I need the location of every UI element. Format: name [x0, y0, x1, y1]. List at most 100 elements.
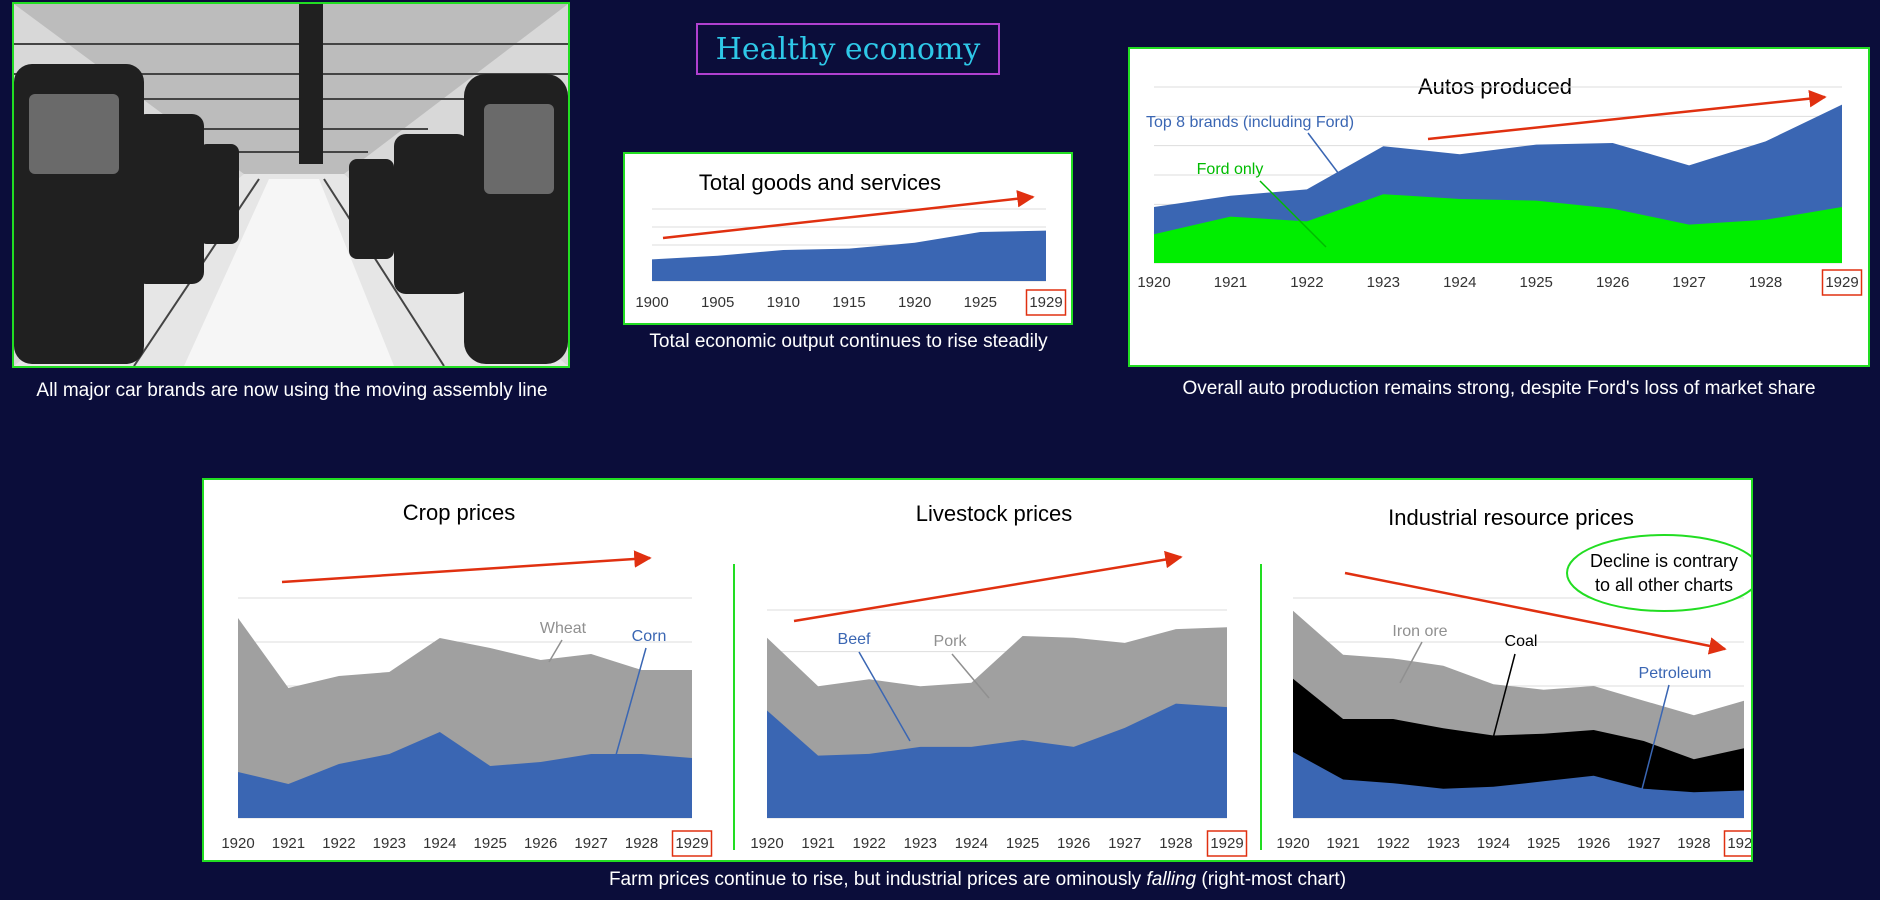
gdp-x-tick-label: 1929	[1029, 294, 1062, 311]
industrial-x-tick-label: 1927	[1627, 835, 1660, 852]
autos-x-tick-label: 1925	[1520, 274, 1553, 291]
autos-series-label: Top 8 brands (including Ford)	[1146, 114, 1354, 131]
autos-leader-line	[1259, 180, 1327, 248]
crops-series-label: Corn	[632, 628, 667, 645]
industrial-x-tick-label: 1922	[1377, 835, 1410, 852]
gdp-x-tick-label: 1910	[767, 294, 800, 311]
autos-highlight-box	[1821, 269, 1863, 296]
crops-highlight-box	[671, 830, 713, 857]
prices-caption: Farm prices continue to rise, but indust…	[202, 869, 1753, 891]
crops-x-tick-label: 1921	[272, 835, 305, 852]
livestock-trend-arrow	[793, 550, 1183, 623]
industrial-series-label: Coal	[1505, 633, 1538, 650]
crops-trend-arrow	[281, 550, 652, 584]
autos-leader-line	[1307, 132, 1349, 187]
page-title: Healthy economy	[696, 23, 1000, 75]
assembly-line-photo	[12, 2, 570, 368]
gdp-x-tick-label: 1920	[898, 294, 931, 311]
livestock-x-tick-label: 1926	[1057, 835, 1090, 852]
crops-series-label: Wheat	[540, 620, 587, 637]
crops-x-tick-label: 1929	[675, 835, 708, 852]
prices-caption-start: Farm prices continue to rise, but indust…	[608, 869, 1147, 890]
autos-x-tick-label: 1927	[1672, 274, 1705, 291]
livestock-x-tick-label: 1922	[853, 835, 886, 852]
photo-caption: All major car brands are now using the m…	[36, 380, 548, 401]
gdp-chart: Total goods and services 1900 1905 1910 1915…	[635, 170, 1067, 316]
industrial-trend-arrow	[1344, 571, 1727, 655]
industrial-x-tick-label: 1926	[1577, 835, 1610, 852]
crops-x-tick-label: 1922	[322, 835, 355, 852]
livestock-x-tick-label: 1925	[1006, 835, 1039, 852]
crops-x-tick-label: 1928	[625, 835, 658, 852]
industrial-x-tick-label: 1928	[1677, 835, 1710, 852]
livestock-x-tick-label: 1929	[1210, 835, 1243, 852]
livestock-highlight-box	[1206, 830, 1248, 857]
autos-caption: Overall auto production remains strong, …	[1182, 378, 1816, 399]
livestock-x-tick-label: 1924	[955, 835, 988, 852]
prices-caption-emphasis: falling	[1146, 869, 1197, 890]
decline-annotation-bubble	[1566, 534, 1762, 612]
autos-trend-arrow	[1427, 89, 1827, 141]
prices-charts: Crop prices 1920 1921 1922 1923 1924 1925 1926 1…	[221, 500, 1765, 857]
industrial-leader-line	[1490, 653, 1516, 747]
livestock-series-label: Pork	[934, 633, 968, 650]
livestock-leader-line	[858, 651, 911, 742]
industrial-leader-line	[1640, 684, 1670, 794]
crops-chart-title: Crop prices	[403, 500, 515, 525]
industrial-chart-title: Industrial resource prices	[1388, 505, 1634, 530]
autos-x-tick-label: 1929	[1825, 274, 1858, 291]
industrial-x-tick-label: 1925	[1527, 835, 1560, 852]
prices-charts-panel: Crop prices 1920 1921 1922 1923 1924 1925 1926 1…	[202, 478, 1765, 862]
autos-x-tick-label: 1922	[1290, 274, 1323, 291]
decline-annotation-text: Decline is contrary to all other charts	[1590, 551, 1738, 595]
livestock-x-tick-label: 1920	[750, 835, 783, 852]
livestock-series-label: Beef	[838, 631, 871, 648]
gdp-x-tick-label: 1905	[701, 294, 734, 311]
industrial-area-petroleum	[1293, 752, 1744, 818]
crops-x-tick-label: 1925	[474, 835, 507, 852]
crops-x-tick-label: 1926	[524, 835, 557, 852]
livestock-x-tick-label: 1921	[801, 835, 834, 852]
crops-leader-line	[615, 647, 647, 756]
industrial-series-label: Petroleum	[1639, 665, 1712, 682]
prices-caption-end: (right-most chart)	[1196, 869, 1347, 890]
industrial-x-tick-label: 1923	[1427, 835, 1460, 852]
gdp-trend-arrow	[662, 190, 1035, 240]
gdp-chart-title: Total goods and services	[699, 170, 941, 195]
autos-x-tick-label: 1928	[1749, 274, 1782, 291]
industrial-area-coal	[1293, 678, 1744, 818]
crops-x-tick-label: 1923	[373, 835, 406, 852]
crops-x-tick-label: 1920	[221, 835, 254, 852]
livestock-x-tick-label: 1923	[904, 835, 937, 852]
gdp-x-tick-label: 1900	[635, 294, 668, 311]
industrial-x-tick-label: 1929	[1727, 835, 1751, 852]
gdp-caption: Total economic output continues to rise …	[649, 331, 1048, 352]
crops-x-tick-label: 1924	[423, 835, 456, 852]
industrial-x-tick-label: 1920	[1276, 835, 1309, 852]
autos-x-tick-label: 1921	[1214, 274, 1247, 291]
livestock-chart-title: Livestock prices	[916, 501, 1073, 526]
gdp-chart-panel: Total goods and services 1900 1905 1910 1915…	[623, 152, 1073, 325]
gdp-highlight-box	[1025, 289, 1067, 316]
autos-area-ford-only	[1154, 194, 1842, 263]
industrial-leader-line	[1399, 641, 1423, 684]
crops-leader-line	[548, 639, 563, 663]
crops-area-corn	[238, 732, 692, 818]
autos-x-tick-label: 1920	[1137, 274, 1170, 291]
livestock-x-tick-label: 1928	[1159, 835, 1192, 852]
industrial-x-tick-label: 1924	[1477, 835, 1510, 852]
industrial-x-tick-label: 1921	[1326, 835, 1359, 852]
livestock-area-beef	[767, 703, 1227, 818]
autos-x-tick-label: 1924	[1443, 274, 1476, 291]
autos-x-tick-label: 1923	[1367, 274, 1400, 291]
gdp-x-tick-label: 1925	[964, 294, 997, 311]
assembly-line-illustration	[14, 4, 568, 366]
livestock-leader-line	[951, 653, 990, 699]
autos-chart-panel: Autos produced 1920 1921 1922 1923 1924 1925 19…	[1128, 47, 1870, 367]
autos-series-label: Ford only	[1197, 161, 1264, 178]
autos-x-tick-label: 1926	[1596, 274, 1629, 291]
livestock-x-tick-label: 1927	[1108, 835, 1141, 852]
crops-x-tick-label: 1927	[574, 835, 607, 852]
industrial-series-label: Iron ore	[1392, 623, 1447, 640]
